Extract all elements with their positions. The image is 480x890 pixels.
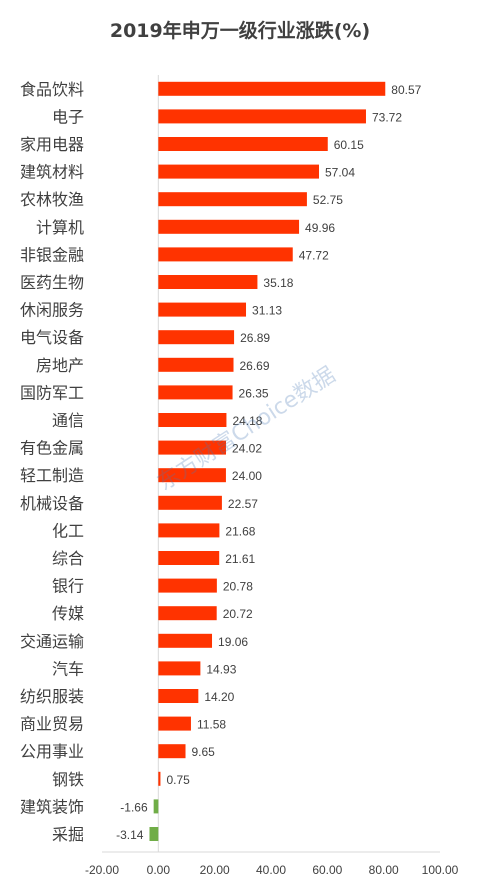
x-tick-label: -20.00 (85, 863, 119, 877)
data-label: 31.13 (252, 304, 282, 318)
category-label: 医药生物 (20, 273, 84, 292)
category-label: 建筑装饰 (20, 797, 84, 816)
bar (149, 827, 159, 841)
category-label: 机械设备 (20, 494, 84, 513)
bar (158, 275, 258, 289)
data-label: 0.75 (166, 773, 190, 787)
category-label: 钢铁 (52, 770, 84, 789)
category-label: 交通运输 (20, 632, 84, 651)
bar (158, 440, 226, 455)
category-label: 化工 (52, 521, 84, 540)
data-label: 26.69 (240, 359, 270, 373)
bar (158, 495, 222, 510)
category-label: 房地产 (36, 356, 84, 375)
data-label: 20.78 (223, 580, 253, 594)
x-tick-label: 0.00 (147, 863, 171, 877)
bar (158, 606, 217, 621)
bar (158, 578, 217, 593)
category-label: 农林牧渔 (20, 190, 84, 209)
bar (158, 771, 161, 786)
x-tick-label: 80.00 (369, 863, 399, 877)
data-label: 52.75 (313, 193, 343, 207)
data-label: 80.57 (391, 83, 421, 97)
bar (158, 385, 233, 400)
bar (158, 330, 235, 345)
category-label: 纺织服装 (20, 687, 84, 706)
x-tick-label: 100.00 (422, 863, 459, 877)
category-label: 电子 (52, 107, 84, 126)
data-label: 14.93 (206, 662, 236, 676)
data-label: 57.04 (325, 166, 355, 180)
chart-title: 2019年申万一级行业涨跌(%) (109, 20, 371, 42)
data-label: 21.68 (225, 524, 255, 538)
data-label: 21.61 (225, 552, 255, 566)
data-label: 73.72 (372, 110, 402, 124)
x-tick-label: 60.00 (312, 863, 342, 877)
category-label: 休闲服务 (20, 301, 84, 320)
category-label: 电气设备 (20, 328, 84, 347)
bar (158, 689, 199, 703)
data-label: 24.02 (232, 442, 262, 456)
bar (158, 523, 220, 538)
data-label: 20.72 (223, 607, 253, 621)
x-tick-label: 40.00 (256, 863, 286, 877)
data-label: 49.96 (305, 221, 335, 235)
bar (158, 219, 300, 234)
data-label: 24.00 (232, 469, 262, 483)
data-label: 19.06 (218, 635, 248, 649)
category-label: 轻工制造 (20, 466, 84, 485)
category-label: 汽车 (52, 659, 84, 678)
data-label: 24.18 (232, 414, 262, 428)
category-label: 银行 (52, 577, 84, 596)
bar (158, 137, 328, 151)
bar (158, 744, 186, 759)
category-label: 计算机 (36, 218, 84, 237)
data-label: 9.65 (192, 745, 216, 759)
bar (158, 716, 191, 731)
bar (158, 247, 293, 262)
bar (158, 551, 220, 565)
category-label: 商业贸易 (20, 715, 84, 734)
data-label: 26.35 (239, 386, 269, 400)
bar (158, 302, 247, 317)
category-label: 非银金融 (20, 245, 84, 264)
category-label: 综合 (52, 549, 84, 568)
x-tick-label: 20.00 (200, 863, 230, 877)
data-label: 11.58 (197, 718, 226, 732)
data-label: 47.72 (299, 248, 329, 262)
bar (158, 633, 213, 648)
category-label: 建筑材料 (20, 163, 84, 182)
bar (158, 357, 234, 372)
data-label: 35.18 (263, 276, 293, 290)
category-label: 家用电器 (20, 135, 84, 154)
data-label: -3.14 (116, 828, 144, 842)
category-label: 通信 (52, 411, 84, 430)
data-label: 26.89 (240, 331, 270, 345)
bar (158, 192, 307, 207)
bar (153, 799, 159, 814)
data-label: -1.66 (120, 800, 148, 814)
bar (158, 468, 226, 483)
bar (158, 109, 366, 124)
category-label: 公用事业 (20, 742, 84, 761)
data-label: 60.15 (334, 138, 364, 152)
category-label: 采掘 (52, 825, 84, 844)
bar (158, 164, 319, 179)
bar (158, 413, 227, 427)
data-label: 22.57 (228, 497, 258, 511)
category-label: 传媒 (52, 604, 84, 623)
bar (158, 81, 386, 96)
category-label: 食品饮料 (20, 80, 84, 99)
data-label: 14.20 (204, 690, 234, 704)
category-label: 国防军工 (20, 383, 84, 402)
bar (158, 661, 201, 676)
category-label: 有色金属 (20, 439, 84, 458)
